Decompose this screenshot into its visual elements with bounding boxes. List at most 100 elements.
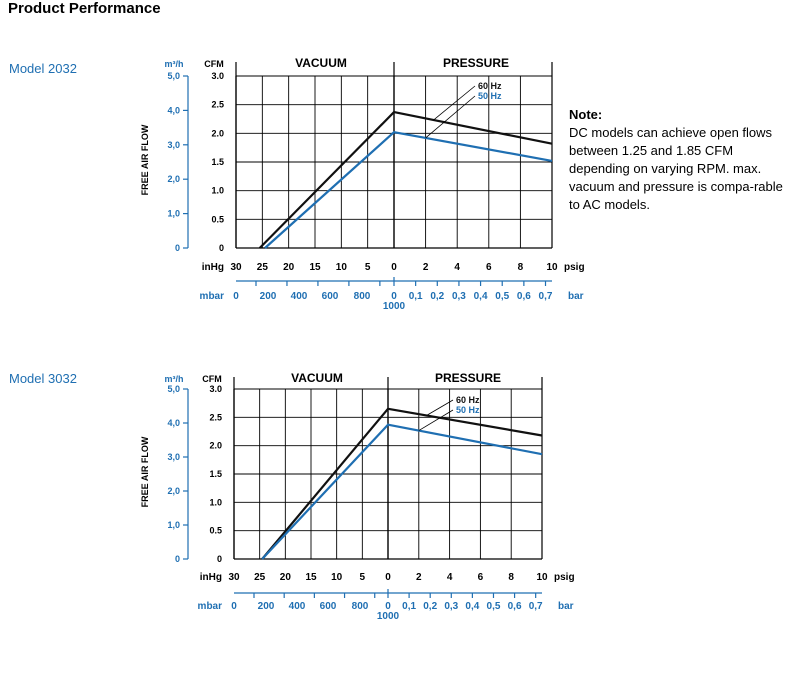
mbar-tick-label: 800 bbox=[352, 601, 369, 612]
bar-tick-label: 0,5 bbox=[495, 291, 509, 302]
y-axis-title: FREE AIR FLOW bbox=[140, 124, 150, 195]
psig-unit-label: psig bbox=[564, 262, 585, 273]
bar-tick-label: 0,2 bbox=[423, 601, 437, 612]
inhg-unit-label: inHg bbox=[200, 572, 222, 583]
bar-tick-label: 0,4 bbox=[474, 291, 488, 302]
mbar-tick-label: 0 bbox=[385, 601, 391, 612]
series-line-60-hz bbox=[261, 407, 543, 560]
mbar-tick-label: 0 bbox=[231, 601, 237, 612]
m3h-unit-label: m³/h bbox=[165, 374, 184, 384]
note-title: Note: bbox=[569, 107, 603, 122]
m3h-tick-label: 3,0 bbox=[167, 452, 180, 462]
m3h-tick-label: 5,0 bbox=[167, 71, 180, 81]
series-line-50-hz bbox=[264, 131, 553, 249]
mbar-tick-label: 0 bbox=[391, 291, 397, 302]
model-label-2032: Model 2032 bbox=[9, 61, 77, 76]
mbar-tick-label: 200 bbox=[258, 601, 275, 612]
m3h-tick-label: 4,0 bbox=[167, 105, 180, 115]
section-label-vacuum: VACUUM bbox=[295, 56, 347, 70]
bar-tick-label: 0,2 bbox=[430, 291, 444, 302]
m3h-tick-label: 5,0 bbox=[167, 384, 180, 394]
bar-tick-label: 0,5 bbox=[487, 601, 501, 612]
leader-line bbox=[425, 95, 476, 139]
psig-unit-label: psig bbox=[554, 572, 575, 583]
cfm-tick-label: 1.0 bbox=[211, 186, 224, 196]
cfm-tick-label: 2.5 bbox=[209, 412, 222, 422]
leader-line bbox=[426, 399, 454, 416]
psig-tick-label: 6 bbox=[486, 262, 492, 273]
cfm-tick-label: 2.0 bbox=[211, 128, 224, 138]
psig-tick-label: 8 bbox=[518, 262, 524, 273]
m3h-tick-label: 2,0 bbox=[167, 174, 180, 184]
series-line-60-hz bbox=[258, 110, 553, 249]
cfm-unit-label: CFM bbox=[204, 59, 224, 69]
inhg-tick-label: 25 bbox=[257, 262, 269, 273]
chart-model-3032: VACUUM PRESSURE CFM 0 0.5 1.0 1.5 2.0 2.5 3.0 m³/h… bbox=[140, 371, 575, 622]
inhg-tick-label: 15 bbox=[305, 572, 317, 583]
mbar-tick-label: 800 bbox=[354, 291, 371, 302]
bar-tick-label: 0,7 bbox=[529, 601, 543, 612]
psig-tick-label: 4 bbox=[454, 262, 460, 273]
bar-tick-label: 0,6 bbox=[517, 291, 531, 302]
psig-tick-label: 10 bbox=[536, 572, 548, 583]
series-label-60-hz: 60 Hz bbox=[456, 395, 480, 405]
inhg-tick-label: 10 bbox=[336, 262, 348, 273]
m3h-tick-label: 4,0 bbox=[167, 418, 180, 428]
inhg-tick-label: 30 bbox=[230, 262, 242, 273]
mbar-unit-label: mbar bbox=[198, 601, 223, 612]
mbar-tick-label: 200 bbox=[260, 291, 277, 302]
inhg-tick-label: 20 bbox=[283, 262, 295, 273]
series-label-50-hz: 50 Hz bbox=[456, 405, 480, 415]
note-text: DC models can achieve open flows between… bbox=[569, 125, 783, 212]
bar-tick-label: 0,3 bbox=[452, 291, 466, 302]
m3h-unit-label: m³/h bbox=[165, 59, 184, 69]
cfm-tick-label: 3.0 bbox=[211, 71, 224, 81]
mbar-tick-label: 600 bbox=[320, 601, 337, 612]
cfm-tick-label: 3.0 bbox=[209, 384, 222, 394]
inhg-tick-label: 15 bbox=[309, 262, 321, 273]
m3h-tick-label: 1,0 bbox=[167, 209, 180, 219]
cfm-tick-label: 1.0 bbox=[209, 497, 222, 507]
y-axis-title: FREE AIR FLOW bbox=[140, 436, 150, 507]
mbar-tick-label: 400 bbox=[289, 601, 306, 612]
bar-tick-label: 0,1 bbox=[409, 291, 423, 302]
inhg-tick-label: 20 bbox=[280, 572, 292, 583]
section-label-pressure: PRESSURE bbox=[435, 371, 501, 385]
m3h-tick-label: 3,0 bbox=[167, 140, 180, 150]
inhg-tick-label: 5 bbox=[360, 572, 366, 583]
psig-tick-label: 8 bbox=[508, 572, 514, 583]
section-label-vacuum: VACUUM bbox=[291, 371, 343, 385]
cfm-tick-label: 1.5 bbox=[211, 157, 224, 167]
section-label-pressure: PRESSURE bbox=[443, 56, 509, 70]
cfm-tick-label: 2.5 bbox=[211, 100, 224, 110]
page-title: Product Performance bbox=[8, 0, 161, 17]
cfm-tick-label: 0 bbox=[219, 243, 224, 253]
inhg-unit-label: inHg bbox=[202, 262, 224, 273]
bar-tick-label: 0,6 bbox=[508, 601, 522, 612]
cfm-tick-label: 1.5 bbox=[209, 469, 222, 479]
bar-unit-label: bar bbox=[568, 291, 584, 302]
psig-tick-label: 6 bbox=[478, 572, 484, 583]
mbar-unit-label: mbar bbox=[200, 291, 225, 302]
m3h-tick-label: 1,0 bbox=[167, 520, 180, 530]
psig-tick-label: 2 bbox=[423, 262, 429, 273]
mbar-sublabel: 1000 bbox=[377, 611, 400, 622]
mbar-tick-label: 600 bbox=[322, 291, 339, 302]
bar-tick-label: 0,7 bbox=[539, 291, 553, 302]
cfm-tick-label: 0 bbox=[217, 554, 222, 564]
m3h-tick-label: 0 bbox=[175, 554, 180, 564]
m3h-tick-label: 0 bbox=[175, 243, 180, 253]
m3h-tick-label: 2,0 bbox=[167, 486, 180, 496]
note-box: Note: DC models can achieve open flows b… bbox=[569, 106, 794, 214]
inhg-tick-label: 30 bbox=[228, 572, 240, 583]
mbar-tick-label: 0 bbox=[233, 291, 239, 302]
mbar-tick-label: 400 bbox=[291, 291, 308, 302]
model-label-3032: Model 3032 bbox=[9, 371, 77, 386]
cfm-unit-label: CFM bbox=[202, 374, 222, 384]
psig-tick-label: 2 bbox=[416, 572, 422, 583]
series-label-50-hz: 50 Hz bbox=[478, 91, 502, 101]
mbar-sublabel: 1000 bbox=[383, 301, 406, 312]
bar-unit-label: bar bbox=[558, 601, 574, 612]
inhg-tick-label: 0 bbox=[385, 572, 391, 583]
leader-line bbox=[418, 409, 454, 431]
